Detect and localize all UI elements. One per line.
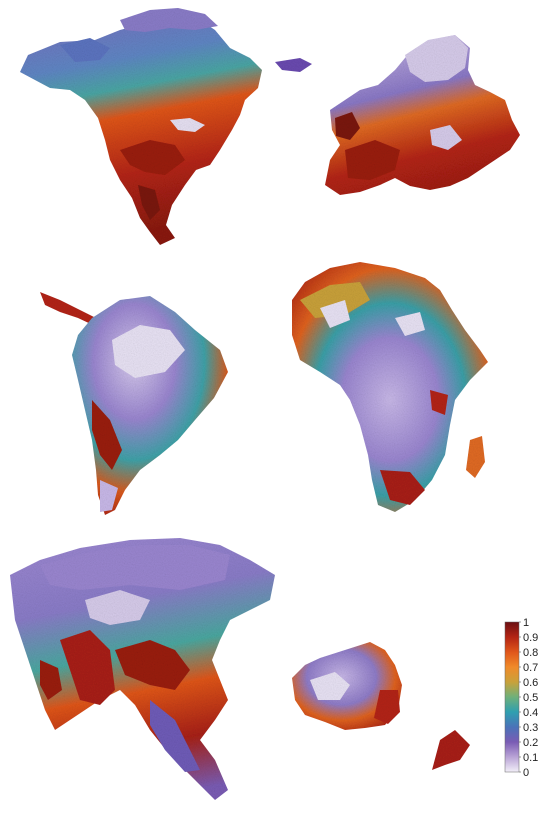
colorbar-tick-label: 0 [523, 767, 529, 779]
region-north-america [20, 8, 312, 245]
colorbar-tick-label: 0.8 [523, 647, 538, 659]
colorbar: 1 0.9 0.8 0.7 0.6 0.5 0.4 0.3 0.2 0.1 0 [504, 617, 538, 779]
region-africa [292, 262, 488, 512]
colorbar-tick-label: 0.5 [523, 692, 538, 704]
colorbar-ticks: 1 0.9 0.8 0.7 0.6 0.5 0.4 0.3 0.2 0.1 0 [519, 617, 538, 779]
colorbar-tick-label: 0.6 [523, 677, 538, 689]
region-australia [292, 642, 470, 770]
region-europe [325, 35, 520, 195]
colorbar-tick-label: 0.2 [523, 737, 538, 749]
region-south-america [40, 292, 228, 515]
region-asia [10, 538, 275, 800]
colorbar-tick-label: 0.7 [523, 662, 538, 674]
colorbar-tick-label: 0.3 [523, 722, 538, 734]
colorbar-tick-label: 0.9 [523, 632, 538, 644]
colorbar-tick-label: 0.1 [523, 752, 538, 764]
colorbar-gradient [504, 621, 520, 773]
colorbar-tick-label: 1 [523, 617, 529, 629]
colorbar-tick-label: 0.4 [523, 707, 538, 719]
